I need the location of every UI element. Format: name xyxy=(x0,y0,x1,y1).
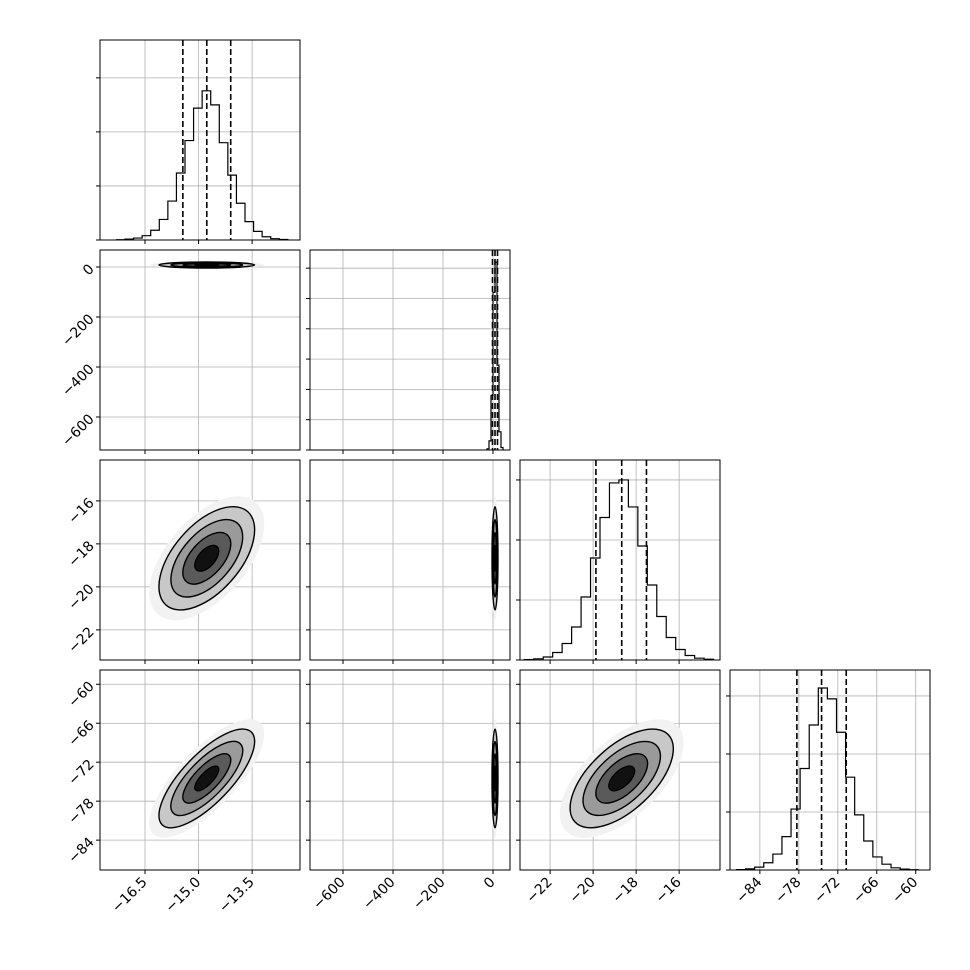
density-contour xyxy=(194,544,220,572)
hist-panel xyxy=(100,40,300,240)
x-tick-label: −13.5 xyxy=(216,874,258,916)
histogram xyxy=(523,479,715,660)
hist-panel xyxy=(730,670,930,870)
y-tick-label: −60 xyxy=(65,679,97,711)
density-contour xyxy=(493,544,497,572)
density-panel xyxy=(520,670,720,870)
density-contour xyxy=(194,765,220,792)
y-tick-label: −600 xyxy=(59,411,98,450)
panel-frame xyxy=(729,669,931,871)
x-tick-label: −400 xyxy=(360,874,399,913)
y-tick-label: −400 xyxy=(59,361,98,400)
y-tick-label: −22 xyxy=(65,624,97,656)
panel-frame xyxy=(99,459,301,661)
x-tick-label: −16.5 xyxy=(109,874,151,916)
x-tick-label: −20 xyxy=(567,874,599,906)
y-tick-label: 0 xyxy=(80,261,98,279)
panel-frame xyxy=(99,669,301,871)
panel-frame xyxy=(99,249,301,451)
hist-panel xyxy=(310,250,510,450)
panel-frame xyxy=(309,459,511,661)
x-tick-label: −200 xyxy=(410,874,449,913)
y-tick-label: −66 xyxy=(65,718,97,750)
x-tick-label: −60 xyxy=(889,874,921,906)
hist-panel xyxy=(520,460,720,660)
density-contour xyxy=(194,263,220,267)
panel-frame xyxy=(309,669,511,871)
x-tick-label: −66 xyxy=(850,874,882,906)
panel-frame xyxy=(519,669,721,871)
y-tick-label: −72 xyxy=(65,757,97,789)
x-tick-label: −72 xyxy=(811,874,843,906)
y-tick-label: −200 xyxy=(59,311,98,350)
panel-frame xyxy=(309,249,511,451)
density-panel xyxy=(310,460,510,660)
y-tick-label: −78 xyxy=(65,796,97,828)
y-tick-label: −84 xyxy=(65,834,97,866)
histogram xyxy=(735,687,919,870)
y-tick-label: −16 xyxy=(65,495,97,527)
x-tick-label: 0 xyxy=(481,874,499,892)
density-contour xyxy=(608,765,636,792)
y-tick-label: −20 xyxy=(65,581,97,613)
x-tick-label: −22 xyxy=(524,874,556,906)
x-tick-label: −600 xyxy=(310,874,349,913)
density-panel xyxy=(100,460,300,660)
x-tick-label: −15.0 xyxy=(163,874,205,916)
density-contour xyxy=(493,765,497,792)
density-panel xyxy=(100,670,300,870)
y-tick-label: −18 xyxy=(65,538,97,570)
panel-frame xyxy=(519,459,721,661)
panel-frame xyxy=(99,39,301,241)
density-panel xyxy=(100,250,300,450)
x-tick-label: −18 xyxy=(610,874,642,906)
x-tick-label: −78 xyxy=(772,874,804,906)
histogram xyxy=(115,90,289,240)
density-panel xyxy=(310,670,510,870)
x-tick-label: −16 xyxy=(653,874,685,906)
x-tick-label: −84 xyxy=(733,874,765,906)
